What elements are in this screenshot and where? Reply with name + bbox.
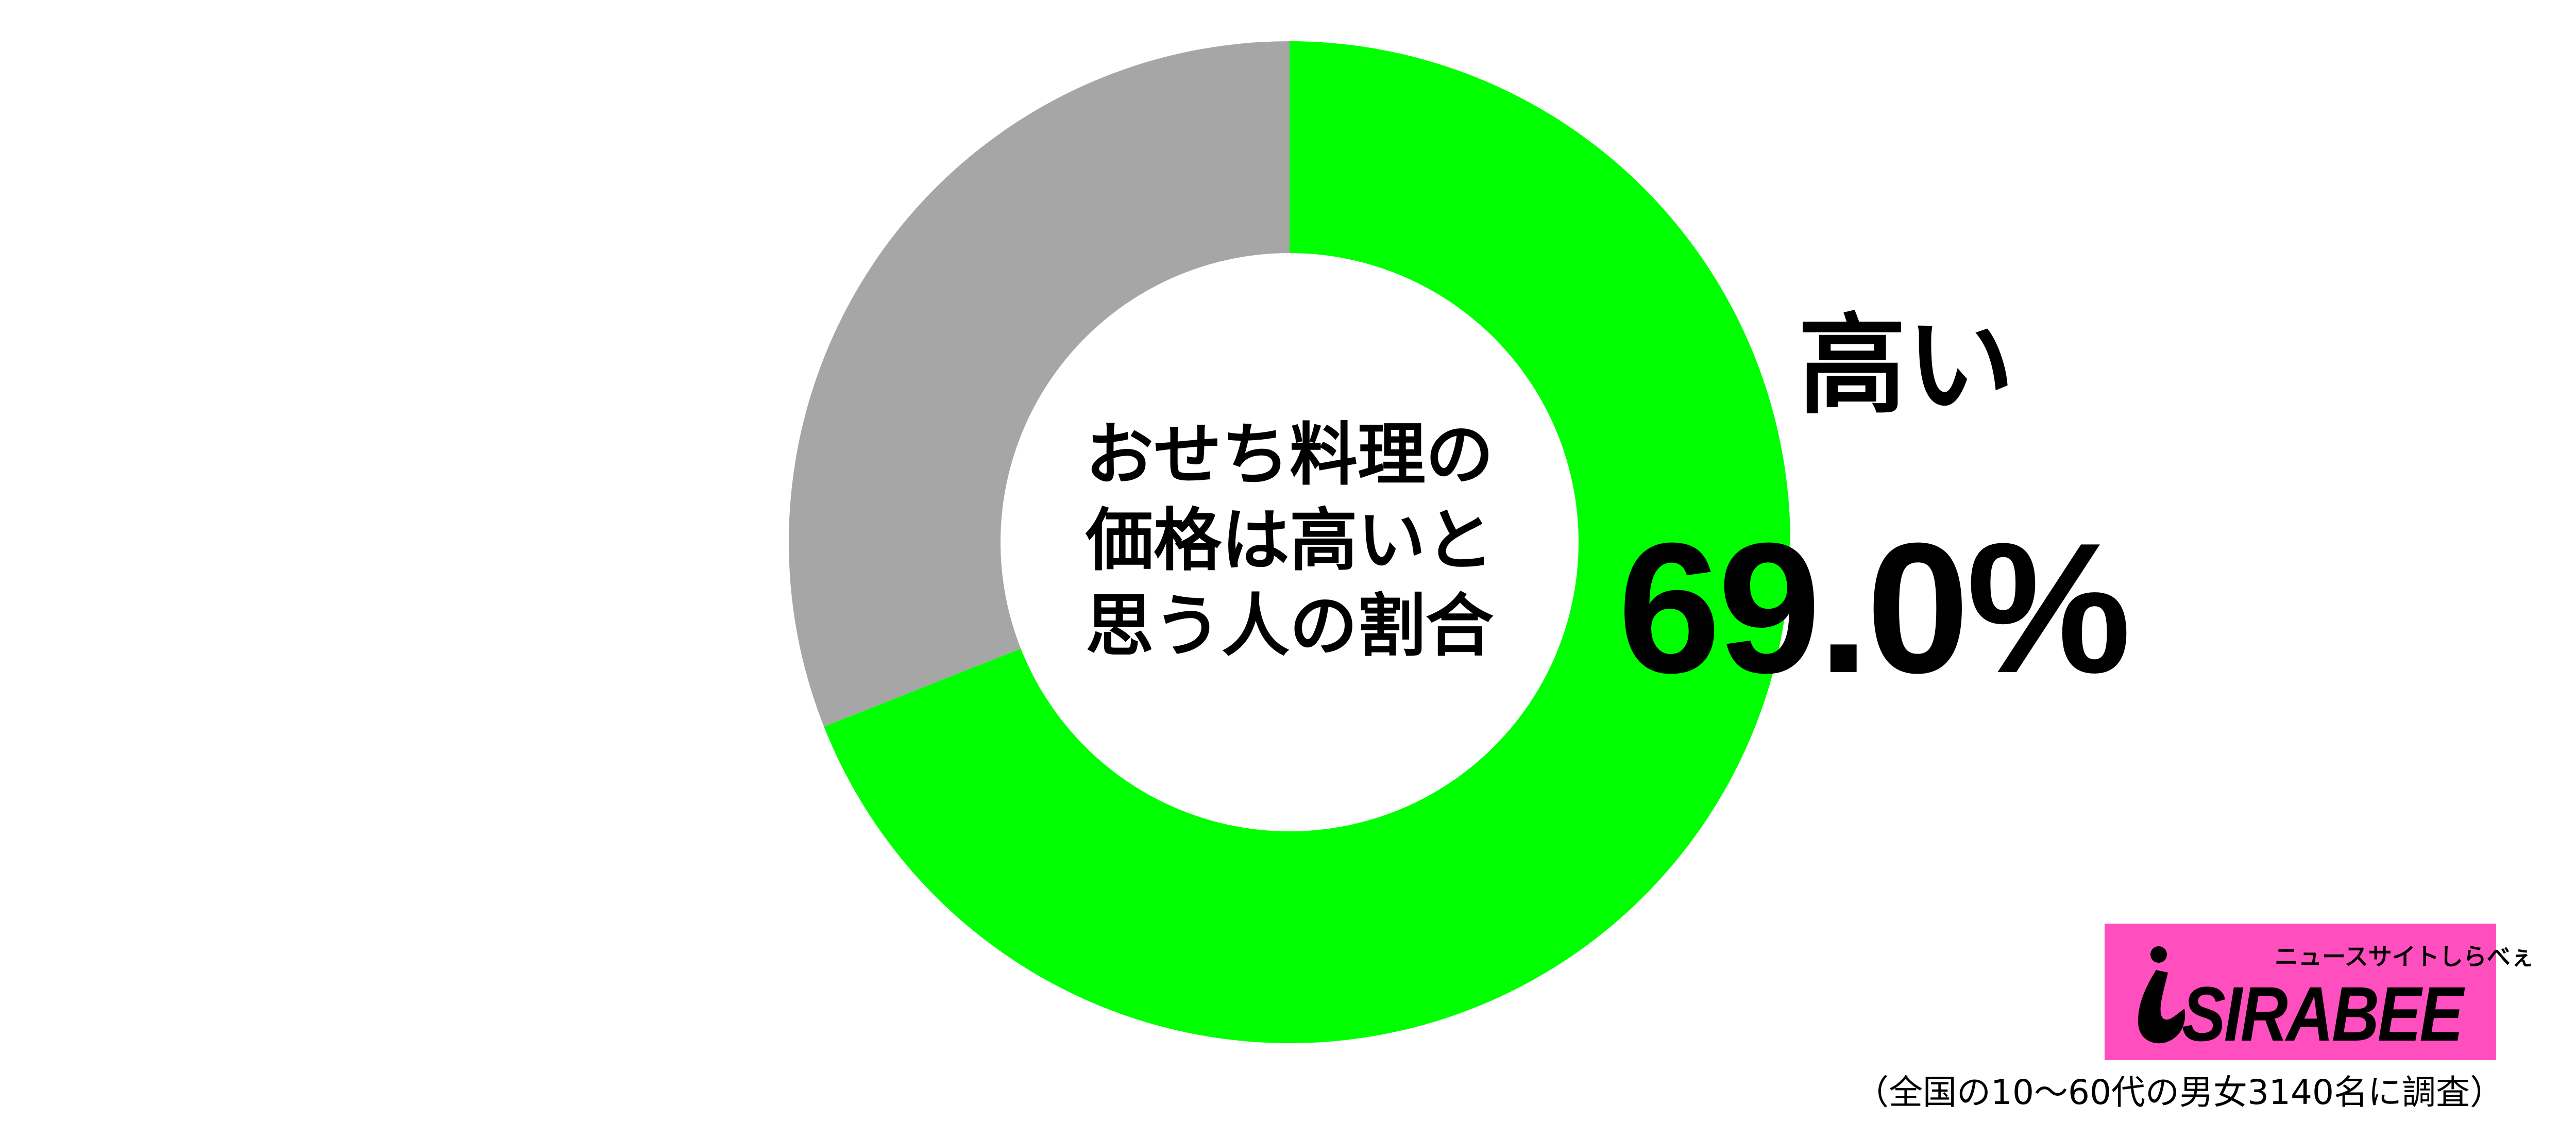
survey-footnote: （全国の10〜60代の男女3140名に調査）: [1855, 1073, 2504, 1112]
title-line: 価格は高いと: [1086, 501, 1494, 580]
sirabee-logo: ニュースサイトしらべぇ SIRABEE: [2105, 924, 2534, 1060]
logo-mark-icon: [2138, 946, 2185, 1044]
title-line: おせち料理の: [1086, 415, 1494, 495]
logo-tagline: ニュースサイトしらべぇ: [2275, 943, 2534, 971]
donut-slice-1: [788, 41, 1290, 727]
logo-wordmark: SIRABEE: [2182, 971, 2463, 1057]
percentage-label: 69.0%: [1618, 505, 2131, 712]
donut-slice-0: [824, 41, 1790, 1043]
category-label: 高い: [1798, 303, 2015, 429]
title-line: 思う人の割合: [1086, 587, 1494, 666]
chart-title: おせち料理の 価格は高いと 思う人の割合: [980, 412, 1599, 669]
